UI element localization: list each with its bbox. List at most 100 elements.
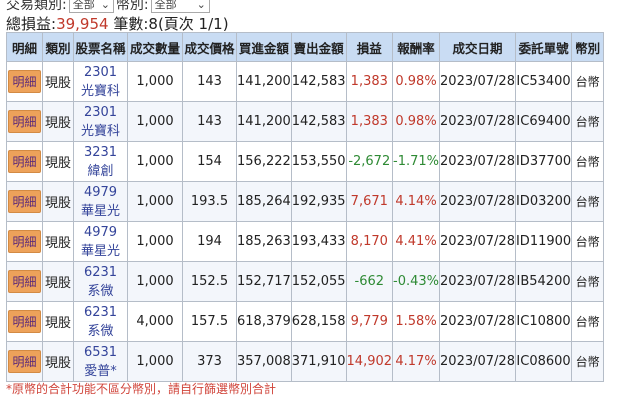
return-cell: 4.41% [392, 221, 441, 262]
column-header: 明細 [6, 32, 43, 62]
currency-cell: 台幣 [571, 261, 605, 302]
column-header: 賣出金額 [290, 32, 347, 62]
currency-label: 幣別: [115, 0, 149, 13]
stock-cell: 2301 光寶科 [73, 61, 128, 102]
table-row: 明細 現股 6231 系微 1,000 152.5 152,717 152,055… [6, 261, 605, 302]
pnl-cell: 1,383 [345, 61, 394, 102]
detail-cell: 明細 [6, 141, 43, 182]
stock-link[interactable]: 2301 光寶科 [80, 104, 120, 139]
currency-cell: 台幣 [571, 141, 605, 182]
detail-button[interactable]: 明細 [8, 190, 41, 213]
qty-cell: 4,000 [127, 301, 183, 342]
stock-link[interactable]: 4979 華星光 [80, 184, 120, 219]
stock-link[interactable]: 6231 系微 [83, 304, 118, 339]
column-header: 成交數量 [127, 32, 183, 62]
column-header: 報酬率 [392, 32, 441, 62]
date-cell: 2023/07/28 [439, 301, 516, 342]
table-row: 明細 現股 3231 緯創 1,000 154 156,222 153,550 -… [6, 141, 605, 182]
buy-amount-cell: 185,264 [236, 181, 292, 222]
filters: 交易類別: 全部 ⌄ 幣別: 全部 ⌄ [6, 0, 210, 14]
table-row: 明細 現股 4979 華星光 1,000 194 185,263 193,433 … [6, 221, 605, 262]
price-cell: 373 [182, 341, 237, 382]
type-cell: 現股 [42, 101, 74, 142]
currency-note: *原幣的合計功能不區分幣別，請自行篩選幣別合計 [6, 382, 277, 396]
stock-link[interactable]: 6531 愛普* [83, 344, 118, 379]
price-cell: 157.5 [182, 301, 237, 342]
total-pnl: 39,954 [56, 15, 109, 33]
price-cell: 193.5 [182, 181, 237, 222]
detail-button[interactable]: 明細 [8, 150, 41, 173]
trade-type-select[interactable]: 全部 ⌄ [68, 0, 114, 13]
detail-button[interactable]: 明細 [8, 70, 41, 93]
sell-amount-cell: 628,158 [290, 301, 347, 342]
trade-type-label: 交易類別: [6, 0, 67, 13]
price-cell: 143 [182, 61, 237, 102]
detail-button[interactable]: 明細 [8, 230, 41, 253]
pnl-cell: 14,902 [345, 341, 394, 382]
stock-link[interactable]: 6231 系微 [83, 264, 118, 299]
stock-cell: 6531 愛普* [73, 341, 128, 382]
detail-button[interactable]: 明細 [8, 350, 41, 373]
currency-cell: 台幣 [571, 301, 605, 342]
chevron-down-icon: ⌄ [100, 0, 110, 11]
currency-select[interactable]: 全部 ⌄ [150, 0, 210, 13]
trades-table: 明細 類別 股票名稱 成交數量 成交價格 買進金額 賣出金額 損益 報酬率 成交日期 委託單號 幣別 … [6, 32, 605, 382]
table-row: 明細 現股 6531 愛普* 1,000 373 357,008 371,910 … [6, 341, 605, 382]
buy-amount-cell: 185,263 [236, 221, 292, 262]
type-cell: 現股 [42, 141, 74, 182]
sell-amount-cell: 193,433 [290, 221, 347, 262]
table-row: 明細 現股 6231 系微 4,000 157.5 618,379 628,158… [6, 301, 605, 342]
return-cell: 0.98% [392, 61, 441, 102]
detail-cell: 明細 [6, 101, 43, 142]
summary: 總損益:39,954 筆數:8(頁次 1/1) [6, 15, 229, 33]
date-cell: 2023/07/28 [439, 101, 516, 142]
sell-amount-cell: 142,583 [290, 101, 347, 142]
date-cell: 2023/07/28 [439, 141, 516, 182]
table-row: 明細 現股 2301 光寶科 1,000 143 141,200 142,583 … [6, 101, 605, 142]
detail-cell: 明細 [6, 341, 43, 382]
sell-amount-cell: 152,055 [290, 261, 347, 302]
detail-cell: 明細 [6, 261, 43, 302]
date-cell: 2023/07/28 [439, 61, 516, 102]
column-header: 類別 [42, 32, 74, 62]
order-no-cell: IC53400 [514, 61, 573, 102]
stock-cell: 2301 光寶科 [73, 101, 128, 142]
qty-cell: 1,000 [127, 101, 183, 142]
qty-cell: 1,000 [127, 221, 183, 262]
return-cell: -0.43% [392, 261, 441, 302]
stock-link[interactable]: 3231 緯創 [83, 144, 118, 179]
detail-button[interactable]: 明細 [8, 110, 41, 133]
price-cell: 194 [182, 221, 237, 262]
chevron-down-icon: ⌄ [196, 0, 206, 11]
return-cell: 1.58% [392, 301, 441, 342]
detail-cell: 明細 [6, 181, 43, 222]
pnl-cell: -2,672 [345, 141, 394, 182]
order-no-cell: ID03200 [514, 181, 573, 222]
detail-button[interactable]: 明細 [8, 270, 41, 293]
pnl-cell: 7,671 [345, 181, 394, 222]
return-cell: 4.17% [392, 341, 441, 382]
currency-cell: 台幣 [571, 341, 605, 382]
qty-cell: 1,000 [127, 181, 183, 222]
stock-link[interactable]: 4979 華星光 [80, 224, 120, 259]
buy-amount-cell: 141,200 [236, 101, 292, 142]
price-cell: 154 [182, 141, 237, 182]
stock-link[interactable]: 2301 光寶科 [80, 64, 120, 99]
column-header: 成交價格 [182, 32, 237, 62]
currency-cell: 台幣 [571, 61, 605, 102]
type-cell: 現股 [42, 341, 74, 382]
sell-amount-cell: 153,550 [290, 141, 347, 182]
price-cell: 152.5 [182, 261, 237, 302]
qty-cell: 1,000 [127, 341, 183, 382]
pnl-cell: 1,383 [345, 101, 394, 142]
type-cell: 現股 [42, 221, 74, 262]
column-header: 股票名稱 [73, 32, 128, 62]
stock-cell: 6231 系微 [73, 301, 128, 342]
stock-cell: 6231 系微 [73, 261, 128, 302]
currency-cell: 台幣 [571, 221, 605, 262]
pnl-cell: 8,170 [345, 221, 394, 262]
buy-amount-cell: 618,379 [236, 301, 292, 342]
type-cell: 現股 [42, 301, 74, 342]
table-row: 明細 現股 4979 華星光 1,000 193.5 185,264 192,93… [6, 181, 605, 222]
detail-button[interactable]: 明細 [8, 310, 41, 333]
